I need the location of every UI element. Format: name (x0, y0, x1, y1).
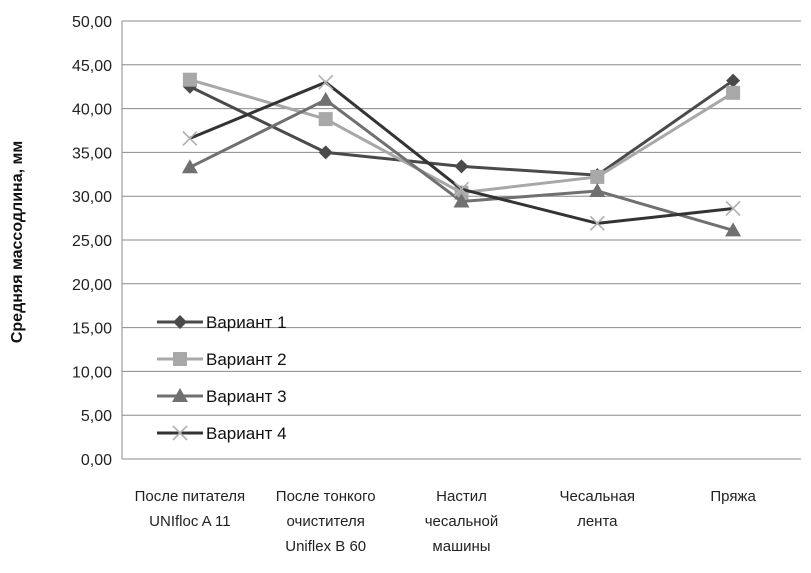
x-category-label: После тонкого очистителя Uniflex B 60 (276, 488, 376, 555)
legend: Вариант 1 Вариант 2 Вариант 3 Вариант 4 (157, 313, 287, 443)
data-point (172, 388, 188, 402)
y-tick-label: 45,00 (72, 58, 112, 75)
data-point (318, 145, 333, 160)
data-point (726, 73, 741, 88)
data-point (725, 222, 742, 237)
x-category-label: Пряжа (710, 488, 756, 505)
y-tick-label: 10,00 (72, 364, 112, 381)
data-point (182, 130, 198, 146)
y-tick-label: 40,00 (72, 102, 112, 119)
y-tick-label: 50,00 (72, 14, 112, 31)
y-tick-label: 20,00 (72, 277, 112, 294)
y-tick-label: 25,00 (72, 233, 112, 250)
x-axis-categories: После питателя UNIfloc A 11 После тонкого о… (135, 488, 757, 555)
data-point (725, 200, 741, 217)
y-axis-ticks: 0,00 5,00 10,00 15,00 20,00 25,00 30,00 35,00 40… (72, 14, 112, 469)
data-point (173, 352, 187, 366)
data-point (453, 193, 470, 208)
data-point (454, 159, 469, 174)
data-point (173, 315, 187, 329)
legend-label: Вариант 4 (206, 424, 287, 443)
y-tick-label: 0,00 (81, 452, 112, 469)
x-category-label: Настил чесальной машины (425, 488, 499, 555)
data-point (589, 215, 605, 231)
series-3 (181, 91, 742, 237)
legend-item: Вариант 3 (157, 387, 287, 406)
data-point (726, 85, 741, 100)
legend-item: Вариант 4 (157, 424, 287, 443)
data-point (182, 72, 197, 87)
data-point (181, 159, 198, 174)
data-point (590, 169, 605, 184)
y-tick-label: 30,00 (72, 189, 112, 206)
y-axis-label: Средняя массодлина, мм (9, 141, 26, 343)
legend-label: Вариант 2 (206, 350, 287, 369)
x-category-label: После питателя UNIfloc A 11 (135, 488, 246, 530)
legend-label: Вариант 3 (206, 387, 287, 406)
series-2 (182, 72, 741, 200)
data-point (453, 181, 470, 197)
data-point (172, 425, 188, 441)
y-tick-label: 15,00 (72, 321, 112, 338)
legend-label: Вариант 1 (206, 313, 287, 332)
legend-item: Вариант 2 (157, 350, 287, 369)
y-tick-label: 35,00 (72, 145, 112, 162)
data-point (589, 182, 606, 197)
x-category-label: Чесальная лента (560, 488, 636, 530)
series-4 (182, 74, 741, 231)
series-group (181, 72, 742, 237)
data-point (318, 112, 333, 127)
gridlines (121, 20, 801, 460)
legend-item: Вариант 1 (157, 313, 287, 332)
data-point (318, 74, 334, 90)
y-tick-label: 5,00 (81, 408, 112, 425)
data-point (317, 91, 334, 106)
